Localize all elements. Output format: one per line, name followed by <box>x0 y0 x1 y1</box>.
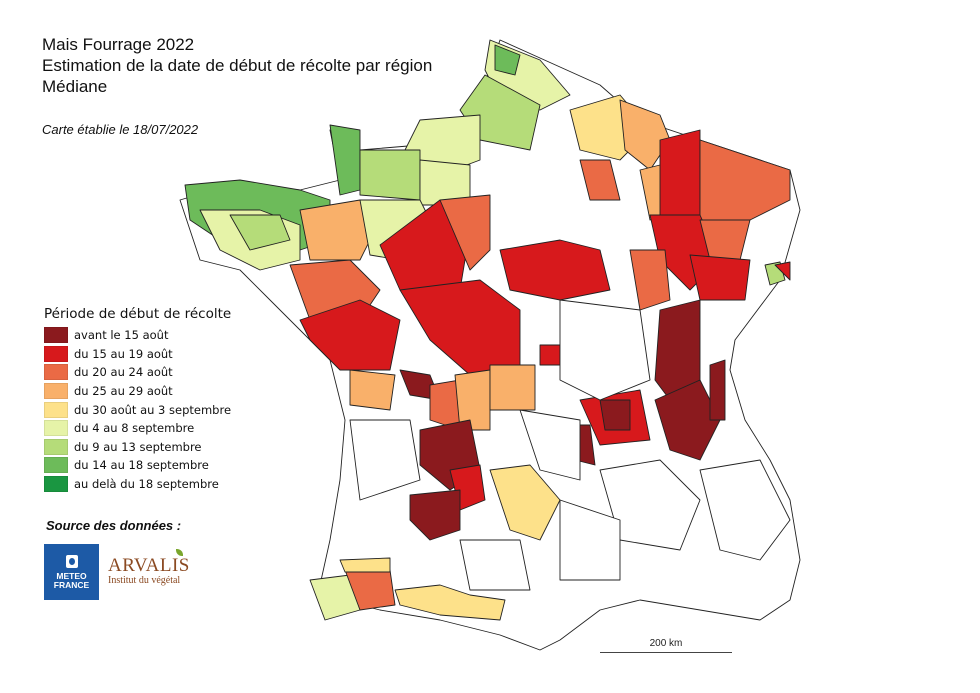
legend-swatch <box>44 476 68 493</box>
legend-item: du 15 au 19 août <box>44 345 231 364</box>
meteo-line-1: METEO <box>56 570 87 581</box>
title-line-1: Mais Fourrage 2022 <box>42 35 195 54</box>
leaf-icon <box>176 549 183 556</box>
meteo-line-2: FRANCE <box>53 579 90 590</box>
legend-label: avant le 15 août <box>74 328 169 343</box>
legend-label: du 25 au 29 août <box>74 384 173 399</box>
legend-item: du 25 au 29 août <box>44 382 231 401</box>
legend-item: au delà du 18 septembre <box>44 475 231 494</box>
legend-swatch <box>44 383 68 400</box>
title-line-2: Estimation de la date de début de récolt… <box>42 56 433 75</box>
meteo-france-logo: METEO FRANCE <box>44 544 99 600</box>
meteo-france-icon <box>65 554 78 568</box>
legend-title: Période de début de récolte <box>44 306 232 322</box>
arvalis-subtitle: Institut du végétal <box>108 575 181 586</box>
legend-label: du 30 août au 3 septembre <box>74 402 232 417</box>
legend-item: du 30 août au 3 septembre <box>44 400 231 419</box>
legend-label: du 15 au 19 août <box>74 346 173 361</box>
legend-swatch <box>44 327 68 344</box>
arvalis-logo: ARVALIS Institut du végétal <box>108 549 190 586</box>
scale-bar: 200 km <box>600 638 732 653</box>
legend-label: du 14 au 18 septembre <box>74 458 209 473</box>
map-title: Mais Fourrage 2022 Estimation de la date… <box>42 34 432 97</box>
legend-label: du 4 au 8 septembre <box>74 421 195 436</box>
legend-swatch <box>44 420 68 437</box>
legend-label: du 20 au 24 août <box>74 365 173 380</box>
legend-swatch <box>44 457 68 474</box>
legend-item: du 14 au 18 septembre <box>44 456 231 475</box>
legend-swatch <box>44 364 68 381</box>
legend-item: du 4 au 8 septembre <box>44 419 231 438</box>
scale-line <box>600 652 732 653</box>
legend-label: au delà du 18 septembre <box>74 477 219 492</box>
scale-label: 200 km <box>649 638 683 649</box>
legend-label: du 9 au 13 septembre <box>74 439 202 454</box>
arvalis-name: ARVALIS <box>108 555 190 576</box>
legend-swatch <box>44 345 68 362</box>
legend: Période de début de récolte avant le 15 … <box>44 306 231 493</box>
legend-item: du 9 au 13 septembre <box>44 438 231 457</box>
map-date-note: Carte établie le 18/07/2022 <box>42 122 199 137</box>
legend-swatch <box>44 401 68 418</box>
legend-swatch <box>44 438 68 455</box>
title-line-3: Médiane <box>42 77 108 96</box>
legend-item: du 20 au 24 août <box>44 363 231 382</box>
source-label: Source des données : <box>46 518 182 533</box>
legend-item: avant le 15 août <box>44 326 231 345</box>
